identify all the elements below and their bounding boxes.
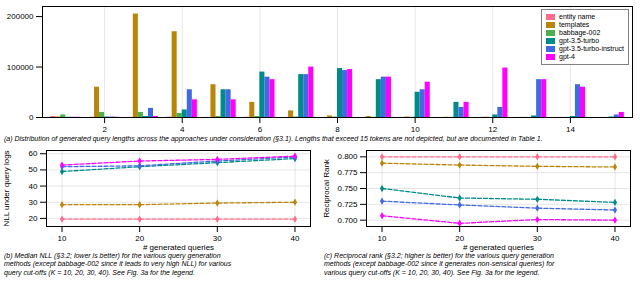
svg-text:0.775: 0.775 — [337, 168, 358, 177]
svg-text:0.750: 0.750 — [337, 184, 358, 193]
html-text:gpt-3.5-turbo-instruct: gpt-3.5-turbo-instruct — [559, 45, 624, 52]
svg-text:# generated queries: # generated queries — [143, 242, 214, 251]
svg-text:Reciprocal Rank: Reciprocal Rank — [322, 158, 331, 218]
svg-text:12: 12 — [488, 125, 497, 134]
html-text:(c) Reciprocal rank (§3.2; hig: (c) Reciprocal rank (§3.2; higher is bet… — [324, 251, 555, 276]
svg-text:40: 40 — [611, 234, 620, 243]
svg-text:14: 14 — [566, 125, 575, 134]
svg-text:20: 20 — [455, 233, 465, 243]
svg-text:2: 2 — [102, 125, 107, 134]
svg-text:0: 0 — [29, 113, 34, 122]
svg-text:30: 30 — [533, 234, 542, 243]
svg-text:0.800: 0.800 — [337, 152, 358, 161]
svg-text:30: 30 — [29, 197, 38, 206]
svg-text:0.725: 0.725 — [337, 199, 358, 208]
html-text:(a) Distribution of generated: (a) Distribution of generated query leng… — [4, 135, 543, 142]
svg-text:20: 20 — [29, 213, 38, 222]
svg-text:50: 50 — [29, 165, 38, 174]
svg-text:10: 10 — [58, 234, 67, 243]
svg-text:200000: 200000 — [7, 12, 34, 21]
svg-text:4: 4 — [180, 125, 185, 134]
svg-text:40: 40 — [291, 234, 300, 243]
svg-text:# generated queries: # generated queries — [463, 242, 534, 251]
svg-text:8: 8 — [335, 125, 340, 134]
svg-text:30: 30 — [213, 234, 222, 243]
html-text:gpt-4: gpt-4 — [559, 53, 575, 60]
html-text:entity name: entity name — [559, 13, 596, 20]
html-text:gpt-3.5-turbo: gpt-3.5-turbo — [559, 37, 600, 44]
svg-text:20: 20 — [135, 233, 145, 243]
svg-text:0.700: 0.700 — [337, 215, 358, 224]
html-text:templates: templates — [559, 21, 590, 28]
svg-text:10: 10 — [378, 234, 387, 243]
html-text:babbage-002: babbage-002 — [559, 29, 601, 36]
svg-text:40: 40 — [29, 181, 38, 190]
svg-text:NLL under query logs: NLL under query logs — [2, 150, 11, 226]
svg-text:10: 10 — [411, 125, 420, 134]
svg-text:100000: 100000 — [7, 63, 34, 72]
svg-text:6: 6 — [258, 125, 263, 134]
html-text:(b) Median NLL (§3.2; lower is: (b) Median NLL (§3.2; lower is better) f… — [4, 251, 232, 276]
svg-text:60: 60 — [29, 149, 38, 158]
